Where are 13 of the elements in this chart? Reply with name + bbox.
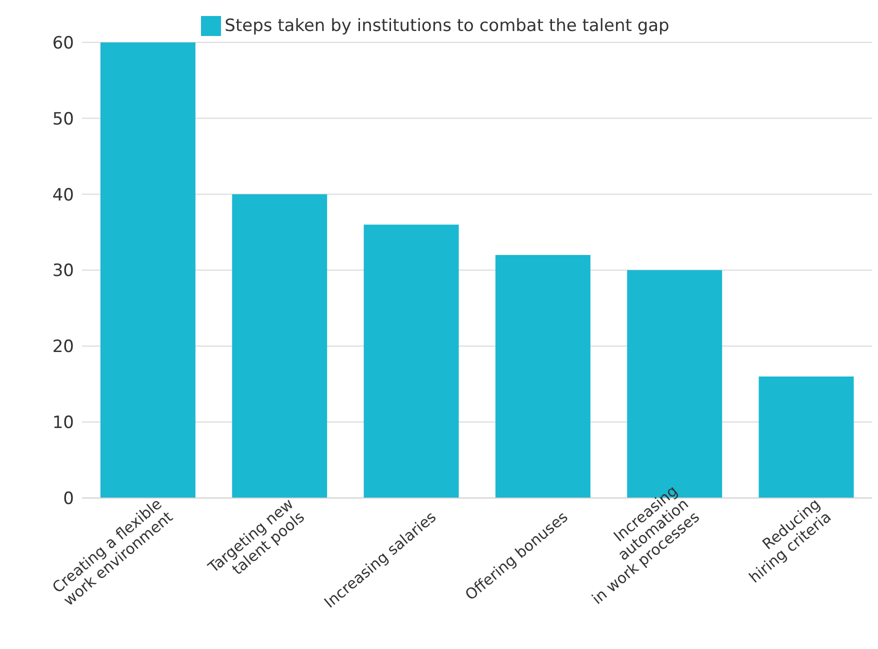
bar	[495, 254, 590, 498]
bar	[758, 376, 854, 498]
y-tick-label: 40	[52, 185, 74, 206]
legend-label: Steps taken by institutions to combat the talent gap	[224, 16, 670, 36]
y-tick-label: 10	[52, 413, 74, 434]
bar	[100, 42, 196, 498]
y-tick-label: 0	[63, 489, 74, 510]
y-tick-label: 20	[52, 337, 74, 358]
y-tick-label: 30	[52, 261, 74, 282]
bar	[232, 194, 328, 498]
bar	[364, 224, 459, 498]
y-tick-label: 50	[52, 109, 74, 130]
y-tick-label: 60	[52, 33, 74, 54]
